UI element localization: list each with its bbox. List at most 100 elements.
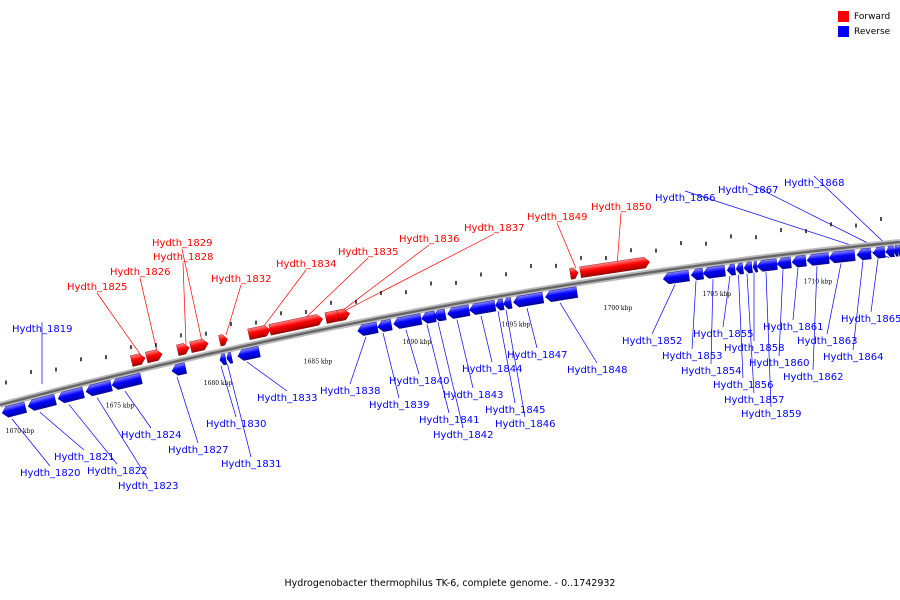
gene-arrow-hydth-1847 — [513, 291, 545, 308]
label-connector — [456, 319, 474, 389]
gene-arrow-hydth-1846 — [503, 297, 513, 310]
label-connector — [124, 390, 152, 429]
gene-label-hydth-1853: Hydth_1853 — [662, 351, 723, 362]
gene-arrow-hydth-1859 — [756, 258, 778, 272]
tick-label: 1690 kbp — [403, 339, 432, 346]
gene-label-hydth-1828: Hydth_1828 — [153, 252, 214, 263]
gene-label-hydth-1858: Hydth_1858 — [724, 343, 785, 354]
label-connector — [246, 361, 288, 392]
label-connector — [11, 418, 51, 467]
gene-label-hydth-1839: Hydth_1839 — [369, 400, 430, 411]
gene-arrow-hydth-1853 — [690, 267, 705, 281]
gene-label-hydth-1820: Hydth_1820 — [20, 468, 81, 479]
gene-arrow-hydth-1855 — [726, 263, 736, 276]
gene-arrow-hydth-1832 — [218, 334, 228, 347]
gene-label-hydth-1840: Hydth_1840 — [389, 376, 450, 387]
gene-arrow-hydth-1854 — [702, 265, 726, 279]
gene-arrow-hydth-1830 — [219, 353, 228, 366]
gene-label-hydth-1841: Hydth_1841 — [419, 415, 480, 426]
gene-arrow-hydth-1825 — [130, 353, 146, 367]
gene-label-hydth-1849: Hydth_1849 — [527, 212, 588, 223]
gene-label-hydth-1821: Hydth_1821 — [54, 452, 115, 463]
gene-arrow-hydth-1863 — [828, 249, 856, 264]
gene-label-hydth-1864: Hydth_1864 — [823, 352, 884, 363]
gene-label-hydth-1831: Hydth_1831 — [221, 459, 282, 470]
tick-marks — [5, 216, 882, 385]
gene-label-hydth-1842: Hydth_1842 — [433, 430, 494, 441]
legend: Forward Reverse — [838, 9, 890, 39]
gene-arrow-hydth-1829 — [189, 338, 209, 353]
forward-swatch — [838, 11, 849, 22]
gene-label-hydth-1835: Hydth_1835 — [338, 247, 399, 258]
gene-label-hydth-1845: Hydth_1845 — [485, 405, 546, 416]
label-connector — [405, 329, 420, 375]
gene-arrow-hydth-1840 — [393, 313, 423, 329]
gene-label-hydth-1829: Hydth_1829 — [152, 238, 213, 249]
label-connector — [812, 266, 818, 371]
gene-arrow-hydth-1838 — [357, 321, 379, 336]
label-connector — [505, 309, 526, 418]
label-connector — [39, 411, 85, 451]
gene-arrow-hydth-1848 — [545, 286, 579, 303]
label-connector — [738, 274, 744, 379]
reverse-swatch — [838, 26, 849, 37]
label-connector — [220, 365, 237, 418]
gene-arrow-hydth-1820 — [1, 401, 28, 418]
gene-label-hydth-1855: Hydth_1855 — [693, 329, 754, 340]
gene-labels: Hydth_1819 Hydth_1820 Hydth_1821 Hydth_1822… — [12, 178, 900, 492]
gene-label-hydth-1837: Hydth_1837 — [464, 223, 525, 234]
gene-label-hydth-1856: Hydth_1856 — [713, 380, 774, 391]
label-connector — [339, 244, 430, 313]
gene-arrow-hydth-1837 — [336, 308, 350, 322]
gene-arrow-hydth-1861 — [791, 254, 807, 268]
legend-item-reverse: Reverse — [838, 24, 890, 39]
gene-arrow-hydth-1822 — [57, 386, 85, 404]
tick-label: 1695 kbp — [502, 321, 531, 328]
gene-label-hydth-1860: Hydth_1860 — [749, 358, 810, 369]
tick-label: 1700 kbp — [604, 305, 633, 312]
legend-label-reverse: Reverse — [854, 26, 891, 37]
gene-label-hydth-1854: Hydth_1854 — [681, 366, 742, 377]
label-connector — [68, 404, 118, 465]
tick-label: 1670 kbp — [6, 428, 35, 435]
tick-label: 1685 kbp — [304, 358, 333, 365]
label-connector — [181, 248, 203, 342]
gene-label-hydth-1823: Hydth_1823 — [118, 481, 179, 492]
gene-label-hydth-1861: Hydth_1861 — [763, 322, 824, 333]
gene-arrow-hydth-1844 — [469, 300, 497, 315]
gene-label-hydth-1830: Hydth_1830 — [206, 419, 267, 430]
legend-label-forward: Forward — [854, 11, 891, 22]
label-connector — [722, 275, 731, 328]
gene-label-hydth-1826: Hydth_1826 — [110, 267, 171, 278]
tick-label: 1680 kbp — [204, 380, 233, 387]
label-connector — [225, 284, 242, 336]
gene-arrow-hydth-1828 — [176, 343, 190, 356]
gene-label-hydth-1843: Hydth_1843 — [443, 390, 504, 401]
label-connector — [852, 260, 864, 351]
gene-label-hydth-1833: Hydth_1833 — [257, 393, 318, 404]
gene-label-hydth-1846: Hydth_1846 — [495, 419, 556, 430]
gene-label-hydth-1850: Hydth_1850 — [591, 202, 652, 213]
label-connector — [96, 397, 149, 480]
label-connector — [96, 292, 142, 356]
gene-arrow-hydth-1866 — [885, 245, 895, 258]
gene-label-hydth-1825: Hydth_1825 — [67, 282, 128, 293]
label-connector — [480, 315, 493, 363]
gene-label-hydth-1847: Hydth_1847 — [507, 350, 568, 361]
gene-arrow-hydth-1852 — [662, 269, 690, 285]
label-connector — [778, 269, 784, 357]
label-connector — [765, 272, 772, 408]
label-connector — [426, 324, 450, 414]
gene-arrow-hydth-1857 — [743, 261, 753, 274]
label-connector — [746, 273, 755, 394]
label-connector — [298, 257, 369, 325]
gene-arrow-hydth-1845 — [495, 298, 505, 311]
label-connector — [651, 284, 676, 335]
gene-label-hydth-1859: Hydth_1859 — [741, 409, 802, 420]
gene-label-hydth-1836: Hydth_1836 — [399, 234, 460, 245]
gene-label-hydth-1848: Hydth_1848 — [567, 365, 628, 376]
gene-label-hydth-1863: Hydth_1863 — [797, 336, 858, 347]
tick-label: 1675 kbp — [106, 403, 135, 410]
gene-arrow-hydth-1839 — [377, 318, 393, 332]
